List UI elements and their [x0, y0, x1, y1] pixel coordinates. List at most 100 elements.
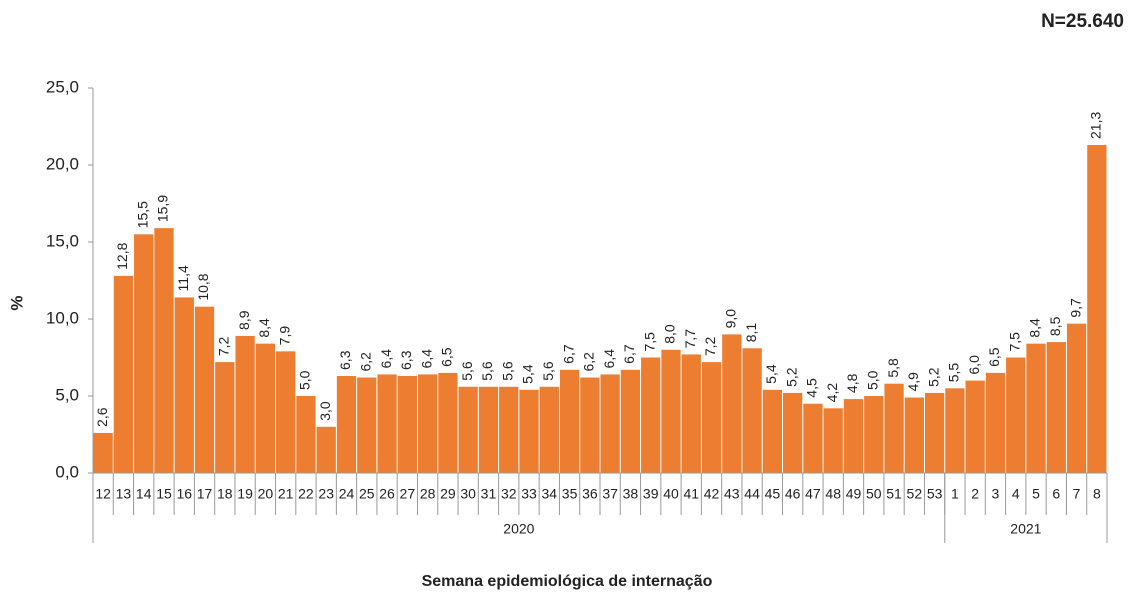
value-label: 6,3 — [337, 350, 353, 370]
bar — [194, 306, 215, 473]
group-label: 2021 — [1010, 521, 1041, 537]
value-label: 7,5 — [1006, 332, 1022, 352]
value-label: 12,8 — [114, 242, 130, 269]
value-label: 5,4 — [763, 364, 779, 384]
bar — [985, 372, 1006, 473]
x-tick-label: 37 — [602, 486, 618, 502]
bar — [336, 375, 357, 473]
value-label: 5,8 — [885, 358, 901, 378]
x-tick-label: 36 — [582, 486, 598, 502]
bar — [864, 396, 884, 473]
bar — [296, 396, 316, 473]
bar — [519, 389, 539, 473]
x-tick-label: 8 — [1093, 486, 1101, 502]
bar — [803, 403, 823, 473]
bar — [600, 374, 620, 473]
bar — [1046, 342, 1066, 473]
x-tick-label: 1 — [951, 486, 959, 502]
y-tick-label: 20,0 — [46, 154, 79, 173]
x-tick-label: 19 — [237, 486, 253, 502]
bar — [154, 228, 174, 473]
x-tick-label: 50 — [866, 486, 882, 502]
value-label: 5,2 — [925, 367, 941, 387]
value-label: 7,2 — [702, 336, 718, 356]
value-label: 7,5 — [641, 332, 657, 352]
value-label: 6,7 — [560, 344, 576, 364]
x-tick-label: 34 — [542, 486, 558, 502]
x-tick-label: 5 — [1032, 486, 1040, 502]
bar — [965, 380, 985, 473]
x-tick-label: 16 — [176, 486, 192, 502]
bar — [924, 392, 945, 473]
bar — [843, 399, 864, 473]
bar — [661, 349, 681, 473]
value-label: 6,4 — [418, 349, 434, 369]
bar — [235, 335, 255, 473]
bar — [93, 432, 113, 473]
value-label: 6,5 — [986, 347, 1002, 367]
value-label: 2,6 — [94, 407, 110, 427]
value-label: 5,4 — [520, 364, 536, 384]
x-tick-label: 48 — [825, 486, 841, 502]
x-tick-label: 28 — [420, 486, 436, 502]
y-tick-label: 15,0 — [46, 231, 79, 250]
x-tick-label: 33 — [521, 486, 537, 502]
value-label: 6,3 — [398, 350, 414, 370]
bar — [762, 389, 783, 473]
value-label: 8,1 — [743, 323, 759, 343]
value-label: 5,0 — [864, 370, 880, 390]
x-tick-label: 22 — [298, 486, 314, 502]
x-tick-label: 2 — [971, 486, 979, 502]
bar — [478, 386, 499, 473]
bar — [641, 357, 661, 473]
value-label: 7,9 — [276, 326, 292, 346]
value-label: 5,6 — [479, 361, 495, 381]
x-tick-label: 3 — [992, 486, 1000, 502]
value-label: 4,5 — [804, 378, 820, 398]
x-tick-label: 46 — [785, 486, 801, 502]
value-label: 6,2 — [357, 352, 373, 372]
x-tick-label: 6 — [1052, 486, 1060, 502]
bar — [134, 234, 154, 473]
sample-size: N=25.640 — [1041, 11, 1124, 32]
value-label: 5,6 — [459, 361, 475, 381]
value-label: 8,9 — [236, 310, 252, 330]
x-tick-label: 29 — [440, 486, 456, 502]
bar — [580, 377, 600, 473]
bar — [539, 386, 559, 473]
x-tick-label: 38 — [623, 486, 639, 502]
bar — [620, 369, 641, 473]
x-tick-label: 21 — [278, 486, 294, 502]
value-label: 15,9 — [155, 195, 171, 222]
bar — [823, 408, 843, 473]
x-tick-label: 27 — [400, 486, 416, 502]
bar — [904, 397, 924, 473]
value-label: 5,6 — [540, 361, 556, 381]
value-label: 5,6 — [499, 361, 515, 381]
x-tick-label: 17 — [197, 486, 213, 502]
bar — [357, 377, 377, 473]
value-label: 10,8 — [195, 273, 211, 300]
x-tick-label: 39 — [643, 486, 659, 502]
x-tick-label: 41 — [683, 486, 699, 502]
value-label: 6,7 — [621, 344, 637, 364]
value-label: 6,0 — [966, 355, 982, 375]
x-tick-label: 32 — [501, 486, 517, 502]
value-label: 9,7 — [1067, 298, 1083, 318]
x-tick-label: 51 — [886, 486, 902, 502]
x-tick-label: 42 — [704, 486, 720, 502]
y-axis-title: % — [7, 295, 26, 310]
x-tick-label: 14 — [136, 486, 152, 502]
value-label: 8,0 — [662, 324, 678, 344]
value-label: 6,4 — [601, 349, 617, 369]
bar — [783, 392, 803, 473]
bar — [559, 369, 580, 473]
x-tick-label: 44 — [744, 486, 760, 502]
bar — [276, 351, 296, 473]
bar — [945, 388, 965, 473]
bar — [215, 362, 235, 473]
x-tick-label: 43 — [724, 486, 740, 502]
x-tick-label: 52 — [907, 486, 923, 502]
x-tick-label: 18 — [217, 486, 233, 502]
